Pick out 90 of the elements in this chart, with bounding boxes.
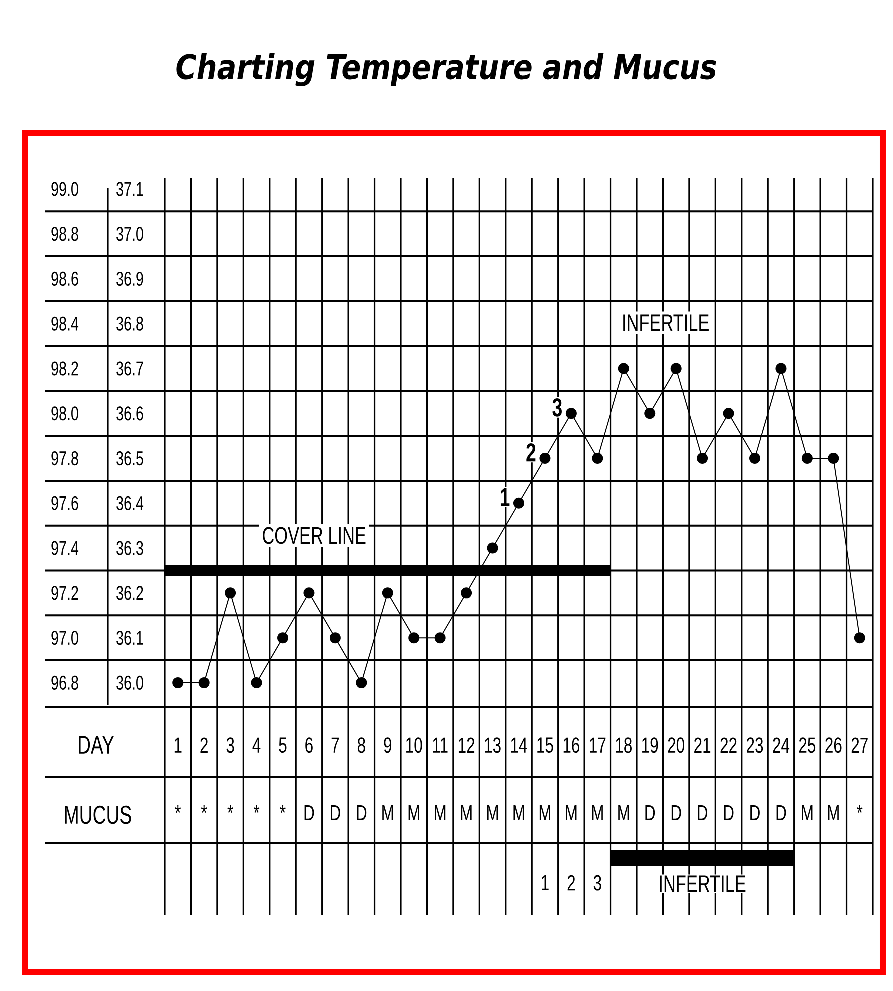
chart-title: Charting Temperature and Mucus: [176, 53, 716, 87]
text: D: [724, 805, 734, 821]
text: M: [802, 805, 813, 821]
y2-tick-label: 36.3: [116, 541, 144, 556]
x-tick-label: 20: [668, 738, 684, 754]
annotation: 3: [552, 398, 562, 417]
y2-tick-label: 36.9: [116, 272, 144, 286]
text: D: [646, 805, 656, 821]
y-tick-label: 97.6: [52, 496, 78, 510]
x-tick-label: 8: [358, 738, 366, 754]
y2-tick-label: 37.0: [116, 227, 144, 242]
text: D: [357, 805, 367, 821]
x-tick-label: 1: [174, 738, 182, 753]
x-tick-label: 18: [616, 738, 632, 754]
y2-tick-label: 36.1: [116, 631, 144, 646]
x-axis-title: DAY: [79, 736, 114, 754]
x-tick-label: 26: [826, 738, 842, 754]
text: *: [280, 805, 286, 814]
y2-tick-label: 36.8: [116, 316, 144, 331]
y-tick-label: 97.2: [52, 586, 78, 600]
annotation: 1: [500, 488, 510, 506]
y-tick-label: 98.8: [52, 227, 78, 242]
text: 2: [568, 875, 576, 891]
text: M: [618, 805, 630, 821]
x-tick-label: 19: [642, 738, 658, 754]
text: *: [857, 805, 863, 814]
x-tick-label: 27: [852, 738, 868, 754]
x-tick-label: 21: [694, 738, 711, 754]
text: 1: [542, 875, 549, 891]
y-tick-label: 98.2: [52, 362, 78, 376]
y2-tick-label: 37.1: [116, 182, 144, 196]
text: D: [331, 805, 340, 821]
text: M: [408, 805, 420, 821]
y-tick-label: 98.6: [52, 272, 78, 286]
text: *: [254, 805, 260, 814]
annotation: INFERTILE: [624, 314, 709, 332]
text: M: [828, 805, 839, 821]
x-tick-label: 11: [433, 738, 448, 753]
x-tick-label: 10: [406, 738, 422, 754]
x-tick-label: 15: [538, 738, 554, 754]
text: D: [672, 805, 682, 821]
text: M: [540, 805, 550, 821]
text: MUCUS: [65, 806, 132, 824]
x-tick-label: 7: [332, 738, 340, 753]
text: M: [488, 805, 498, 821]
y-tick-label: 98.4: [52, 316, 79, 331]
x-tick-label: 23: [747, 738, 764, 754]
x-tick-label: 3: [226, 738, 234, 754]
text: *: [175, 805, 181, 814]
y2-tick-label: 36.0: [116, 676, 144, 690]
y-tick-label: 97.0: [52, 631, 78, 646]
text: D: [698, 805, 708, 821]
x-tick-label: 22: [720, 738, 737, 754]
annotation: 2: [526, 443, 536, 462]
y2-tick-label: 36.2: [116, 586, 144, 600]
text: M: [435, 805, 446, 821]
text: D: [750, 805, 760, 821]
x-tick-label: 13: [485, 738, 501, 754]
x-tick-label: 16: [564, 738, 580, 754]
series-label: COVER LINE: [263, 527, 366, 544]
y-tick-label: 97.8: [52, 451, 78, 466]
text: M: [592, 805, 603, 821]
text: *: [228, 805, 234, 814]
x-tick-label: 12: [458, 738, 475, 754]
text: 3: [594, 875, 602, 891]
x-tick-label: 9: [384, 738, 392, 754]
y2-tick-label: 36.5: [116, 451, 144, 466]
y2-tick-label: 36.6: [116, 406, 144, 421]
text: M: [461, 805, 472, 821]
y-tick-label: 96.8: [52, 676, 78, 690]
y2-tick-label: 36.4: [116, 496, 144, 510]
x-tick-label: 24: [773, 738, 790, 754]
x-tick-label: 5: [279, 738, 287, 754]
x-tick-label: 6: [306, 738, 313, 754]
x-tick-label: 17: [590, 738, 606, 753]
text: INFERTILE: [660, 876, 746, 892]
y-tick-label: 98.0: [52, 406, 78, 421]
y2-tick-label: 36.7: [116, 362, 144, 376]
x-tick-label: 2: [200, 738, 208, 754]
x-tick-label: 4: [252, 738, 261, 753]
text: D: [304, 805, 314, 821]
text: *: [202, 805, 208, 814]
y-tick-label: 97.4: [52, 541, 79, 556]
x-tick-label: 14: [511, 738, 528, 753]
y-tick-label: 99.0: [52, 182, 78, 196]
text: M: [382, 805, 394, 821]
text: M: [514, 805, 524, 821]
text: D: [776, 805, 786, 821]
x-tick-label: 25: [799, 738, 816, 754]
text: M: [566, 805, 577, 821]
